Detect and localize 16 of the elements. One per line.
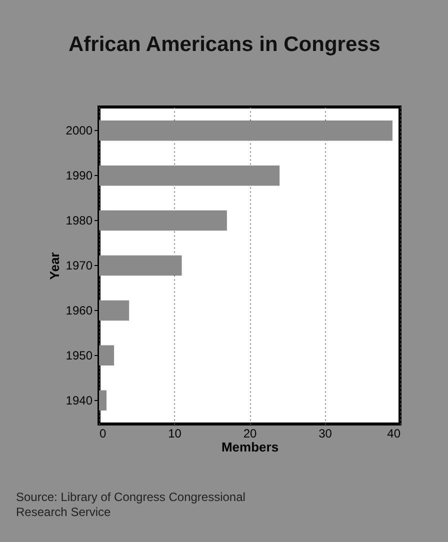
x-tick-label: 0 (100, 426, 106, 440)
y-tick-label: 1940 (66, 393, 93, 408)
y-axis-title: Year (46, 252, 62, 280)
y-tick-label: 1990 (66, 168, 93, 183)
y-tick-label: 1950 (66, 348, 93, 362)
y-tick-label: 1970 (66, 258, 93, 272)
x-tick-label: 40 (387, 426, 401, 440)
y-tick-label: 2000 (66, 124, 93, 138)
chart-title: African Americans in Congress (68, 33, 380, 56)
x-axis-title: Members (221, 440, 279, 454)
x-tick-label: 30 (318, 426, 332, 440)
y-tick-label: 1960 (66, 303, 93, 318)
x-tick-label: 20 (243, 426, 257, 440)
y-tick-label: 1980 (66, 214, 93, 228)
source-note: Source: Library of Congress Congressional Research Service (16, 490, 246, 519)
x-tick-label: 10 (168, 426, 182, 440)
